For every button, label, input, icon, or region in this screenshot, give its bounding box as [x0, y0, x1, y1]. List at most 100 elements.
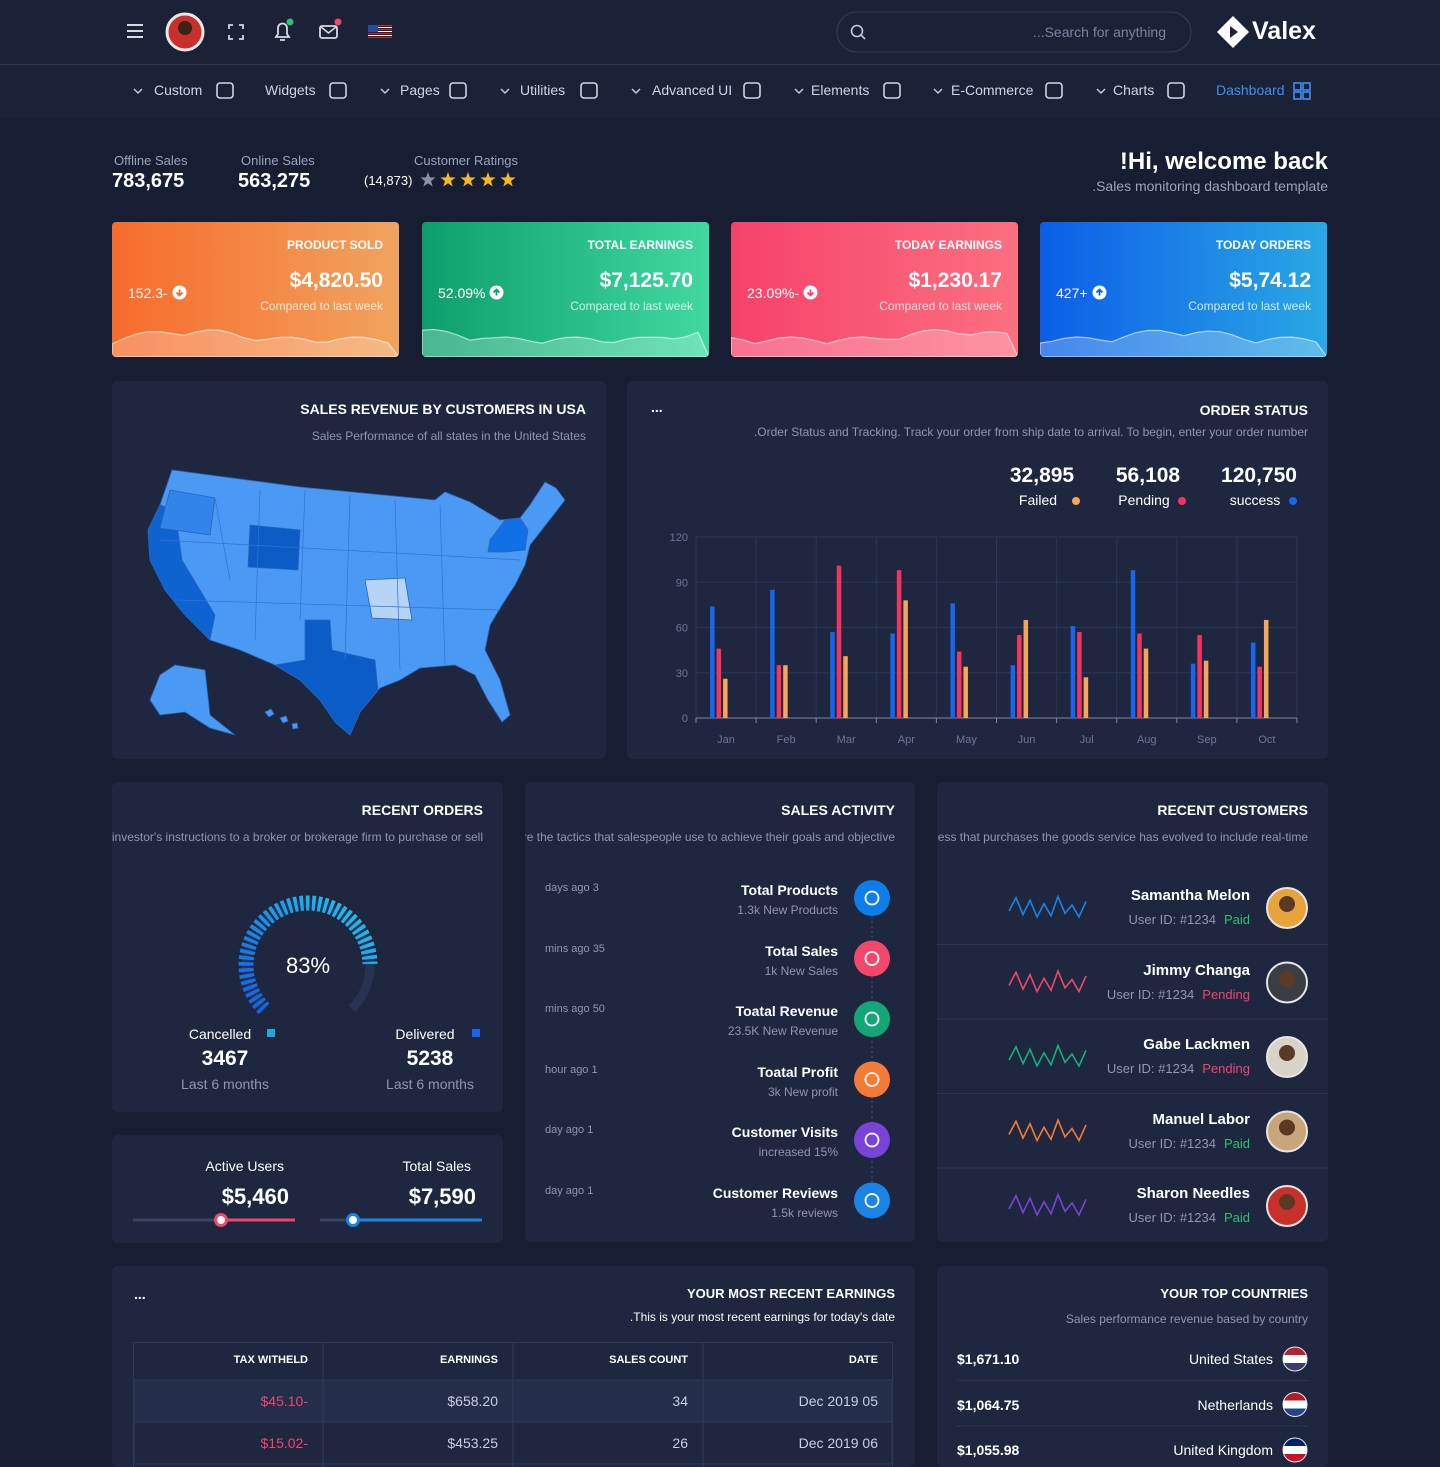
panel-title: YOUR MOST RECENT EARNINGS — [686, 1286, 895, 1301]
earnings-panel: ... YOUR MOST RECENT EARNINGS .This is you… — [112, 1266, 915, 1467]
flag-band — [1283, 1400, 1307, 1409]
bar — [1077, 632, 1082, 718]
map-region — [247, 524, 301, 571]
more-menu[interactable]: ... — [134, 1286, 146, 1302]
sparkline — [1040, 329, 1327, 357]
activity-title: Toatal Revenue — [735, 1003, 838, 1019]
menu-item[interactable]: Utilities — [520, 82, 566, 98]
user-stat-label: Active Users — [205, 1158, 284, 1174]
bar — [1250, 642, 1256, 718]
panel-title: RECENT ORDERS — [361, 802, 483, 818]
panel-subtitle: Sales performance revenue based by count… — [1065, 1312, 1308, 1326]
flag-band — [1283, 1347, 1307, 1355]
menu-item[interactable]: Widgets — [265, 82, 316, 98]
bar — [1137, 633, 1142, 718]
card-title: TOTAL EARNINGS — [587, 238, 693, 252]
menu-icon — [329, 82, 347, 99]
activity-title: Total Sales — [765, 942, 838, 959]
bar — [710, 606, 715, 718]
map-region — [149, 664, 236, 736]
panel-title: YOUR TOP COUNTRIES — [1160, 1286, 1308, 1301]
search-placeholder[interactable]: ...Search for anything — [1032, 24, 1166, 40]
country-graphics — [957, 1346, 1308, 1463]
activity-note: 1.5k reviews — [771, 1205, 838, 1220]
bar — [1203, 660, 1209, 718]
flag — [1283, 1438, 1307, 1462]
activity-icon — [854, 1061, 890, 1098]
chevron — [631, 88, 641, 95]
card-title: TODAY EARNINGS — [894, 238, 1002, 252]
avatar-face — [1279, 1194, 1295, 1210]
flag-stripe — [368, 31, 392, 32]
slider-knob — [214, 1213, 228, 1227]
stat-note: Last 6 months — [386, 1076, 474, 1092]
menu-icon — [1293, 91, 1302, 100]
table: TAX WITHELD EARNINGS SALES COUNT DATE $45.10… — [133, 1342, 893, 1467]
map-region — [273, 619, 379, 736]
flag-band — [1283, 1355, 1307, 1363]
user-stat-value: $7,590 — [408, 1184, 476, 1209]
card-note: Compared to last week — [260, 299, 383, 313]
legend-swatch — [1178, 497, 1186, 505]
y-tick-label: 120 — [670, 532, 688, 544]
bar — [1023, 619, 1029, 718]
menu-item[interactable]: Dashboard — [1216, 82, 1285, 98]
status-label[interactable]: Failed — [1018, 492, 1058, 508]
customer-id: User ID: #1234 — [1106, 1061, 1195, 1076]
menu-item[interactable]: Custom — [154, 82, 203, 98]
activity-time: days ago 3 — [545, 882, 599, 894]
fullscreen-icon — [228, 24, 244, 40]
panel-subtitle: An order is an investor's instructions t… — [112, 830, 483, 844]
y-tick-label: 60 — [676, 623, 688, 635]
customer-sparkline — [1008, 894, 1087, 919]
summary-value: 563,275 — [238, 170, 311, 192]
chevron — [794, 88, 804, 95]
bar-chart: 0 30 60 90 120 Jan Feb Mar Apr May Jun Jul Aug Sep Oct — [670, 532, 1298, 746]
status-label[interactable]: success — [1229, 492, 1281, 508]
card-change: 152.3- — [128, 285, 168, 301]
panel-title: SALES ACTIVITY — [781, 802, 895, 818]
activity-glyph — [864, 1132, 880, 1148]
menu-item[interactable]: Pages — [400, 82, 440, 98]
activity-note: 23.5K New Revenue — [727, 1024, 838, 1038]
sparkline-area — [422, 328, 709, 357]
menu-item[interactable]: Advanced UI — [652, 82, 733, 98]
country-name: Netherlands — [1197, 1396, 1274, 1413]
customer-sparkline — [1008, 1043, 1087, 1068]
sales-activity-panel: SALES ACTIVITY Sales activities are the t… — [525, 782, 915, 1242]
menu-icon — [1302, 82, 1311, 91]
chevron — [133, 88, 143, 95]
sparkline — [422, 328, 709, 357]
activity-icons — [854, 880, 890, 1219]
menu-item[interactable]: Elements — [811, 82, 870, 98]
y-tick-label: 30 — [676, 668, 688, 680]
brand-logo-cut — [1230, 26, 1238, 38]
more-menu[interactable]: ... — [651, 399, 663, 415]
star — [480, 172, 496, 187]
bar — [1017, 635, 1022, 718]
stat-card: TODAY ORDERS $5,74.12 Compared to last wee… — [1040, 222, 1327, 357]
customer-status: Paid — [1223, 1135, 1250, 1151]
bar — [716, 648, 722, 718]
card-amount: $1,230.17 — [908, 269, 1002, 292]
flag-stripe — [368, 37, 392, 38]
activity-time: day ago 1 — [545, 1124, 594, 1136]
menu-item[interactable]: Charts — [1113, 82, 1155, 98]
y-tick-label: 90 — [676, 577, 688, 589]
menu-item[interactable]: E-Commerce — [951, 82, 1034, 98]
x-tick-label: Oct — [1258, 734, 1275, 746]
card-title: PRODUCT SOLD — [287, 238, 383, 252]
bar — [1263, 619, 1269, 718]
country-amount: $1,055.98 — [957, 1442, 1020, 1458]
table-cell: $658.20 — [447, 1393, 498, 1409]
bar — [1070, 625, 1076, 718]
state-border — [394, 499, 401, 671]
activity-time: hour ago 1 — [545, 1063, 598, 1076]
status-label[interactable]: Pending — [1118, 492, 1170, 508]
menu-icon — [580, 82, 598, 99]
country-amount: $1,064.75 — [957, 1396, 1020, 1413]
legend-dot — [1072, 497, 1080, 505]
status-total: 120,750 — [1221, 464, 1297, 487]
summary-label: Customer Ratings — [414, 153, 519, 168]
sparkline — [112, 329, 399, 357]
